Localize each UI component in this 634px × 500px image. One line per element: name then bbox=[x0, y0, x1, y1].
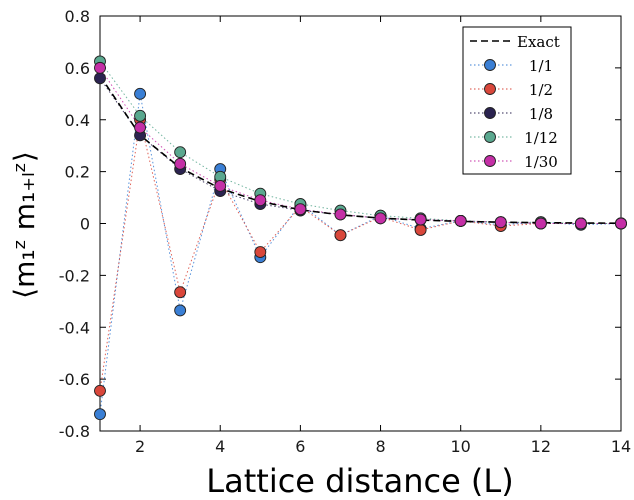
series-line-1 bbox=[99, 119, 621, 391]
y-tick-label: 0.6 bbox=[65, 59, 90, 78]
x-tick-label: 8 bbox=[375, 437, 385, 456]
exact-line bbox=[99, 75, 622, 224]
legend-items: 1/1 1/2 1/8 1/12 1/30 bbox=[470, 57, 558, 171]
y-tick-label: 0.2 bbox=[65, 163, 90, 182]
legend-label: 1/1 bbox=[529, 57, 553, 75]
data-point bbox=[174, 304, 187, 317]
y-tick-label: -0.6 bbox=[59, 370, 90, 389]
axis-ticks: 2 4 6 8 10 12 14 0.8 0.6 0.4 0.2 0 -0.2 -0.4 -0.6 -0.8 bbox=[59, 7, 631, 456]
legend-marker bbox=[484, 83, 496, 95]
x-tick-label: 12 bbox=[531, 437, 551, 456]
legend-exact-label: Exact bbox=[517, 33, 560, 51]
y-axis-label: ⟨m₁ᶻ m₁₊ₗᶻ⟩ bbox=[8, 151, 41, 299]
y-tick-label: -0.2 bbox=[59, 266, 90, 285]
data-point bbox=[454, 214, 467, 227]
y-tick-label: 0.8 bbox=[65, 7, 90, 26]
legend-marker bbox=[484, 107, 496, 119]
x-tick-label: 6 bbox=[295, 437, 305, 456]
legend-label: 1/2 bbox=[529, 81, 553, 99]
x-tick-label: 10 bbox=[451, 437, 471, 456]
x-axis-label: Lattice distance (L) bbox=[206, 462, 513, 500]
data-point bbox=[94, 61, 106, 74]
data-point bbox=[134, 121, 147, 134]
data-point bbox=[94, 408, 106, 421]
data-point bbox=[254, 194, 267, 207]
data-point bbox=[134, 109, 147, 122]
data-point bbox=[534, 217, 547, 230]
data-point bbox=[494, 216, 507, 229]
data-point bbox=[214, 179, 227, 192]
data-point bbox=[414, 213, 427, 226]
series-points bbox=[94, 55, 627, 421]
legend-label: 1/30 bbox=[524, 153, 558, 171]
data-point bbox=[574, 217, 587, 230]
data-point bbox=[374, 212, 387, 225]
y-tick-label: 0 bbox=[80, 215, 90, 234]
x-tick-label: 2 bbox=[135, 437, 145, 456]
data-point bbox=[174, 146, 187, 159]
legend-marker bbox=[484, 131, 496, 143]
y-tick-label: 0.4 bbox=[65, 111, 90, 130]
legend-marker bbox=[484, 59, 496, 71]
data-point bbox=[94, 72, 106, 85]
data-point bbox=[174, 157, 187, 170]
data-point bbox=[94, 384, 106, 397]
data-point bbox=[615, 217, 627, 230]
data-point bbox=[414, 224, 427, 236]
legend: Exact 1/1 1/2 1/8 1/12 1/30 bbox=[462, 26, 572, 175]
x-tick-label: 14 bbox=[611, 437, 631, 456]
legend-label: 1/8 bbox=[529, 105, 553, 123]
data-point bbox=[254, 246, 267, 258]
data-point bbox=[134, 87, 147, 100]
legend-box bbox=[462, 26, 572, 175]
data-point bbox=[294, 203, 307, 216]
x-tick-label: 4 bbox=[215, 437, 225, 456]
y-tick-label: -0.8 bbox=[59, 422, 90, 441]
legend-label: 1/12 bbox=[524, 129, 558, 147]
y-tick-label: -0.4 bbox=[59, 318, 90, 337]
legend-marker bbox=[484, 155, 496, 167]
data-point bbox=[334, 208, 347, 221]
data-point bbox=[334, 229, 347, 242]
data-point bbox=[174, 286, 187, 299]
